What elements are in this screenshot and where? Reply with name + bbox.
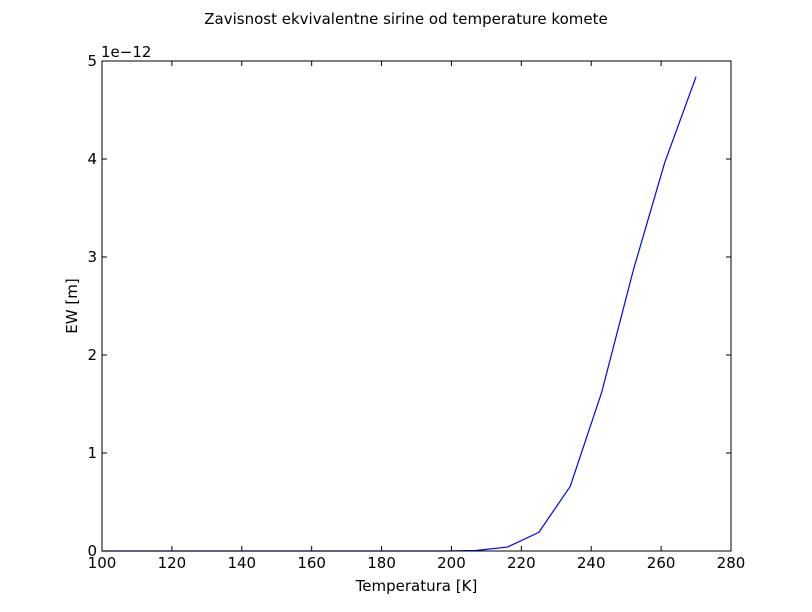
series-group [102, 76, 697, 552]
y-axis-label: EW [m] [63, 278, 81, 333]
plot-area-frame [101, 60, 732, 552]
x-tick-label: 260 [647, 554, 676, 572]
x-tick-label: 160 [297, 554, 326, 572]
tick-labels: 100 120 140 160 180 200 220 240 260 280 0 1 2 3 4 5 [87, 52, 745, 572]
x-tick-label: 180 [367, 554, 396, 572]
y-tick-label: 4 [87, 150, 97, 168]
x-tick-label: 200 [437, 554, 466, 572]
x-tick-label: 100 [88, 554, 117, 572]
x-tick-label: 280 [717, 554, 746, 572]
x-tick-label: 140 [227, 554, 256, 572]
chart-title: Zavisnost ekvivalentne sirine od tempera… [204, 10, 607, 28]
tick-marks [101, 60, 732, 552]
y-tick-label: 2 [87, 346, 97, 364]
y-tick-label: 5 [87, 52, 97, 70]
x-axis-label: Temperatura [K] [355, 577, 478, 595]
y-tick-label: 0 [87, 542, 97, 560]
series-line-0 [102, 76, 697, 552]
y-tick-label: 1 [87, 444, 97, 462]
x-tick-label: 120 [158, 554, 187, 572]
y-tick-label: 3 [87, 248, 97, 266]
y-axis-offset-label: 1e−12 [101, 43, 151, 61]
x-tick-label: 240 [577, 554, 606, 572]
x-tick-label: 220 [507, 554, 536, 572]
